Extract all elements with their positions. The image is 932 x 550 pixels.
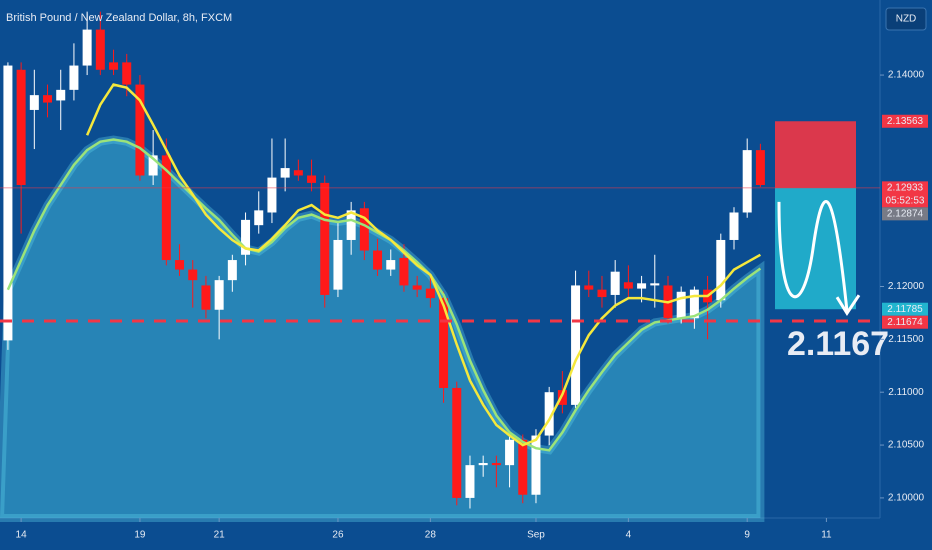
candle-body (43, 95, 53, 103)
candle-body (241, 219, 251, 255)
y-tick-label: 2.14000 (888, 70, 925, 81)
candle-body (267, 177, 277, 213)
candle-body (465, 465, 475, 498)
candle-body (95, 29, 105, 70)
currency: NZD (896, 14, 917, 25)
price-label: 2.11785 (887, 304, 923, 315)
candle-body (557, 390, 567, 405)
candle-body (201, 285, 211, 310)
price-label: 2.12933 (887, 182, 924, 193)
candle-body (122, 62, 132, 85)
x-tick-label: 4 (626, 530, 632, 541)
forecast-curve (777, 200, 849, 312)
candle-body (346, 210, 356, 240)
candle-body (518, 439, 528, 495)
candle-body (82, 29, 92, 66)
candle-body (544, 392, 554, 436)
candle-body (175, 260, 185, 270)
candle-body (3, 65, 13, 341)
candle-body (29, 95, 39, 110)
candle-body (227, 260, 237, 281)
candle-body (109, 62, 119, 70)
x-tick-label: 28 (425, 530, 437, 541)
x-tick-label: 11 (821, 530, 832, 541)
x-tick-label: 26 (332, 530, 344, 541)
stop-zone (775, 121, 856, 188)
price-label-box (882, 181, 928, 208)
y-tick-label: 2.11500 (888, 334, 924, 345)
price-label-box (882, 302, 928, 316)
candle-body (439, 298, 449, 388)
candle-body (676, 291, 686, 319)
candle-body (412, 285, 422, 290)
candle-body (478, 463, 488, 466)
candle-body (755, 150, 765, 185)
y-tick-label: 2.10000 (888, 493, 925, 504)
candle-body (293, 170, 303, 176)
y-tick-label: 2.11000 (888, 387, 924, 398)
price-label: 2.12874 (887, 208, 924, 219)
price-label: 2.11674 (887, 317, 923, 328)
x-tick-label: 21 (214, 530, 226, 541)
candle-body (571, 285, 581, 405)
price-label-box (882, 207, 928, 221)
candle-body (637, 283, 647, 289)
candle-body (729, 212, 739, 240)
ma-fast-line (85, 83, 762, 447)
candle-body (148, 155, 158, 176)
candle-body (505, 439, 515, 466)
currency-box (885, 7, 927, 31)
candle-body (689, 289, 699, 319)
plot (0, 11, 765, 522)
candle-body (531, 435, 541, 495)
price-label-box (882, 114, 928, 128)
candle-body (742, 150, 752, 213)
candle-body (161, 155, 171, 261)
candle-body (56, 89, 66, 101)
chart-title: British Pound / New Zealand Dollar, 8h, … (6, 12, 232, 24)
candle-body (188, 269, 198, 281)
x-tick-label: 9 (744, 530, 750, 541)
y-tick-label: 2.12000 (888, 281, 925, 292)
candle-body (69, 65, 79, 90)
candle-body (584, 285, 594, 290)
candle-body (254, 210, 264, 226)
x-tick-label: 14 (16, 530, 28, 541)
y-tick-label: 2.10500 (888, 440, 925, 451)
candle-body (452, 387, 462, 498)
candle-body (16, 69, 26, 185)
candle-body (280, 168, 290, 178)
candle-body (373, 250, 383, 270)
candle-body (214, 280, 224, 310)
price-label-box (882, 315, 928, 329)
candle-body (597, 289, 607, 298)
forecast-arrowhead (835, 294, 861, 316)
candle-body (320, 182, 330, 295)
candle-body (716, 239, 726, 301)
candle-body (623, 282, 633, 289)
candle-body (491, 463, 501, 466)
candle-body (399, 257, 409, 286)
candle-body (610, 271, 620, 295)
x-tick-label: 19 (134, 530, 146, 541)
candle-body (425, 288, 435, 299)
candle-body (333, 239, 343, 290)
x-tick-label: Sep (527, 530, 545, 541)
countdown: 05:52:53 (886, 195, 925, 206)
candle-body (359, 208, 369, 251)
candle-body (135, 84, 145, 176)
candle-body (650, 283, 660, 286)
candle-body (386, 260, 396, 270)
price-label: 2.13563 (887, 116, 924, 127)
candle-body (307, 175, 317, 183)
annotation: 2.1167 (787, 325, 889, 363)
